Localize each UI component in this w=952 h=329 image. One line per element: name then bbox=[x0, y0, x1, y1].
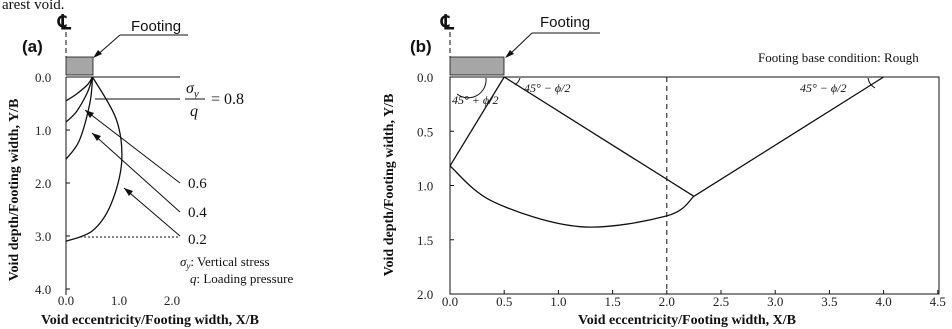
panel-a-contour-06 bbox=[65, 76, 94, 123]
panel-a-ratio-value: = 0.8 bbox=[211, 91, 244, 108]
panel-a-y-tick-label: 2.0 bbox=[35, 176, 51, 191]
panel-a-contour-02 bbox=[65, 76, 123, 242]
panel-b-mechanism-line-3 bbox=[693, 76, 884, 197]
panel-a-legend-vertical-stress: σy: Vertical stress bbox=[180, 254, 270, 271]
panel-b-y-tick-label: 1.0 bbox=[417, 179, 433, 194]
panel-a-arrowhead-04 bbox=[92, 133, 101, 141]
panel-a-x-tick-label: 2.0 bbox=[164, 293, 180, 308]
panel-b-y-tick-label: 0.5 bbox=[417, 124, 433, 139]
panel-b-x-tick-label: 3.5 bbox=[821, 294, 837, 309]
panel-a-centerline-symbol: ℄ bbox=[57, 12, 72, 34]
panel-a-x-axis-title: Void eccentricity/Footing width, X/B bbox=[41, 313, 259, 328]
panel-b-y-tick-label: 0.0 bbox=[417, 70, 433, 85]
panel-a-y-tick-label: 4.0 bbox=[35, 282, 51, 297]
panel-b-angle-label-3: 45° − ϕ/2 bbox=[800, 81, 846, 95]
panel-b-y-ticks: 0.0 0.5 1.0 1.5 2.0 bbox=[417, 70, 454, 302]
panel-a-contour-label-06: 0.6 bbox=[188, 176, 207, 192]
panel-a-arrow-02 bbox=[123, 187, 181, 237]
panel-b-x-tick-label: 4.5 bbox=[930, 294, 946, 309]
panel-a-arrow-04 bbox=[91, 132, 181, 213]
panel-b-x-tick-label: 2.0 bbox=[659, 294, 675, 309]
panel-b-footing bbox=[449, 56, 505, 76]
panel-b: (b) ℄ Footing Footing base condition: Ro… bbox=[382, 12, 946, 328]
panel-a-y-tick-label: 3.0 bbox=[35, 229, 51, 244]
panel-b-condition-text: Footing base condition: Rough bbox=[758, 50, 919, 65]
panel-a-x-tick-label: 0.0 bbox=[58, 293, 74, 308]
panel-b-angle-label-2: 45° − ϕ/2 bbox=[524, 81, 570, 95]
panel-a-y-tick-label: 0.0 bbox=[35, 70, 51, 85]
panel-a: (a) ℄ Footing 0.01.02.03.04.0 0.0 1.0 2.0 … bbox=[7, 12, 293, 328]
panel-b-mechanism bbox=[449, 76, 884, 228]
panel-b-x-tick-label: 0.0 bbox=[442, 294, 458, 309]
panel-a-contours bbox=[65, 76, 123, 242]
panel-a-contour-08 bbox=[65, 76, 94, 102]
panel-b-x-tick-label: 1.5 bbox=[604, 294, 620, 309]
panel-b-x-tick-label: 4.0 bbox=[875, 294, 891, 309]
panel-a-y-ticks: 0.0 1.0 2.0 3.0 4.0 bbox=[35, 70, 70, 297]
panel-a-label: (a) bbox=[22, 37, 43, 56]
panel-b-angle-arc-1 bbox=[456, 77, 487, 99]
panel-a-contour-label-04: 0.4 bbox=[188, 205, 207, 221]
panel-a-arrowhead-02 bbox=[124, 188, 133, 196]
panel-a-footing bbox=[65, 56, 94, 76]
panel-b-y-tick-label: 2.0 bbox=[417, 287, 433, 302]
panel-a-arrow-06 bbox=[84, 109, 181, 184]
panel-b-x-tick-label: 2.5 bbox=[713, 294, 729, 309]
panel-b-x-ticks: 0.0 0.5 1.0 1.5 2.0 2.5 3.0 3.5 4.0 4.5 bbox=[442, 290, 946, 309]
panel-b-x-axis-title: Void eccentricity/Footing width, X/B bbox=[578, 313, 796, 328]
panel-b-angle-label-1: 45° + ϕ/2 bbox=[452, 93, 498, 107]
panel-b-x-tick-label: 1.0 bbox=[550, 294, 566, 309]
panel-b-mechanism-line-2 bbox=[503, 76, 695, 197]
panel-b-angle-arc-3 bbox=[867, 77, 876, 89]
panel-b-y-tick-label: 1.5 bbox=[417, 233, 433, 248]
panel-b-footing-arrowhead bbox=[505, 50, 514, 58]
panel-b-x-tick-label: 3.0 bbox=[767, 294, 783, 309]
top-fragment-text: arest void. bbox=[2, 0, 64, 13]
panel-b-footing-label: Footing bbox=[540, 14, 590, 31]
panel-a-legend-loading-pressure: q: Loading pressure bbox=[190, 271, 293, 286]
panel-b-mechanism-line-1 bbox=[449, 76, 505, 167]
panel-a-y-axis-title: Void depth/Footing width, Y/B bbox=[7, 99, 22, 282]
panel-b-y-axis-title: Void depth/Footing width, Y/B bbox=[382, 94, 397, 277]
panel-a-x-ticks: 0.0 1.0 2.0 bbox=[58, 293, 180, 308]
panel-a-contour-04 bbox=[65, 76, 94, 160]
panel-a-x-tick-label: 1.0 bbox=[111, 293, 127, 308]
panel-a-footing-arrowhead bbox=[93, 50, 102, 58]
panel-b-mechanism-line-4 bbox=[449, 165, 695, 228]
panel-a-contour-arrows bbox=[84, 109, 181, 237]
panel-a-arrowhead-06 bbox=[85, 110, 94, 118]
panel-a-footing-label: Footing bbox=[131, 18, 181, 35]
panel-a-contour-label-02: 0.2 bbox=[188, 232, 207, 248]
panel-b-frame bbox=[449, 76, 940, 295]
panel-a-ratio-denominator: q bbox=[190, 103, 198, 120]
panel-b-centerline-symbol: ℄ bbox=[440, 12, 455, 34]
panel-a-ratio-numerator: σy bbox=[186, 80, 199, 100]
panel-b-x-tick-label: 0.5 bbox=[496, 294, 512, 309]
panel-b-angle-arc-2 bbox=[514, 77, 521, 86]
panel-b-label: (b) bbox=[410, 37, 432, 56]
panel-a-y-tick-label: 1.0 bbox=[35, 123, 51, 138]
